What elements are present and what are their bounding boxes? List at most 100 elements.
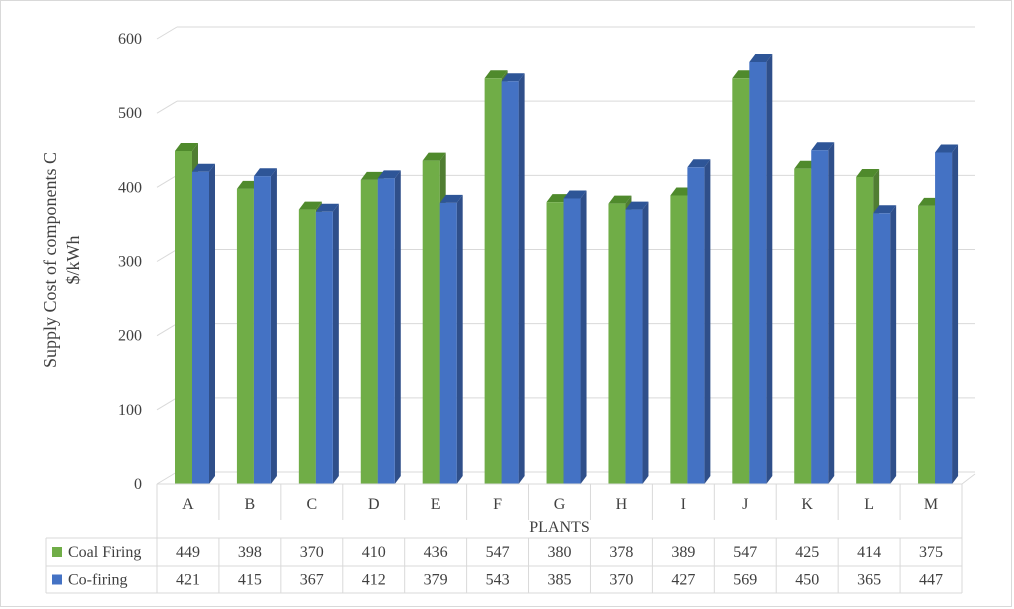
bar-coal-firing xyxy=(175,150,192,484)
table-value: 410 xyxy=(362,544,386,561)
table-value: 370 xyxy=(609,572,633,589)
gridline-depth xyxy=(156,26,178,40)
bar-top-co-firing xyxy=(377,170,401,179)
x-tick-label: F xyxy=(493,496,502,513)
bar-coal-firing xyxy=(794,168,812,484)
bar-side-co-firing xyxy=(580,190,587,485)
bar-side-co-firing xyxy=(766,53,773,484)
bar-coal-firing xyxy=(546,202,564,484)
bar-coal-firing xyxy=(608,203,626,484)
bar-top-coal-firing xyxy=(484,70,508,79)
gridline-depth xyxy=(156,397,178,411)
bar-top-coal-firing xyxy=(856,168,880,177)
table-value: 569 xyxy=(733,572,757,589)
x-tick-label: L xyxy=(864,496,874,513)
y-tick-label: 200 xyxy=(118,328,142,345)
x-tick-label: I xyxy=(681,496,686,513)
x-tick-label: G xyxy=(554,496,566,513)
table-value: 547 xyxy=(733,544,757,561)
bar-side-co-firing xyxy=(518,73,525,485)
bar-coal-firing xyxy=(856,176,874,484)
bar-coal-firing xyxy=(298,209,316,485)
floor-edge xyxy=(961,473,976,485)
bar-top-co-firing xyxy=(625,201,649,210)
bar-co-firing xyxy=(749,61,767,484)
bar-top-co-firing xyxy=(935,144,959,153)
table-value: 370 xyxy=(300,544,324,561)
bar-side-co-firing xyxy=(209,163,215,484)
bar-top-co-firing xyxy=(873,205,897,214)
legend-label: Coal Firing xyxy=(68,544,141,561)
table-value: 389 xyxy=(671,544,695,561)
table-value: 415 xyxy=(238,572,262,589)
x-tick-label: M xyxy=(924,496,938,513)
bar-side-co-firing xyxy=(890,205,897,484)
bar-top-co-firing xyxy=(501,73,525,82)
bar-coal-firing xyxy=(484,78,502,484)
x-tick-label: C xyxy=(306,496,317,513)
y-tick-label: 100 xyxy=(118,402,142,419)
bar-side-co-firing xyxy=(704,159,711,484)
table-value: 379 xyxy=(424,572,448,589)
table-value: 412 xyxy=(362,572,386,589)
bar-coal-firing xyxy=(670,195,688,484)
x-tick-label: B xyxy=(245,496,256,513)
x-axis-title: PLANTS xyxy=(529,519,589,536)
bar-top-co-firing xyxy=(687,159,711,168)
y-tick-label: 0 xyxy=(134,476,142,493)
table-value: 547 xyxy=(486,544,510,561)
bar-top-coal-firing xyxy=(298,201,322,210)
bar-top-co-firing xyxy=(749,53,773,62)
bar-side-co-firing xyxy=(828,142,835,484)
table-value: 450 xyxy=(795,572,819,589)
bar-co-firing xyxy=(192,171,209,484)
bar-co-firing xyxy=(625,209,643,485)
table-value: 375 xyxy=(919,544,943,561)
table-value: 421 xyxy=(176,572,200,589)
table-value: 380 xyxy=(548,544,572,561)
gridline-depth xyxy=(156,249,178,262)
x-tick-label: D xyxy=(368,496,380,513)
bar-top-co-firing xyxy=(811,142,835,151)
legend-key-co-firing xyxy=(52,574,62,585)
x-tick-label: E xyxy=(431,496,441,513)
bar-top-co-firing xyxy=(192,163,215,172)
table-value: 365 xyxy=(857,572,881,589)
y-axis-unit: $/kWh xyxy=(63,236,83,285)
bar-coal-firing xyxy=(360,179,378,484)
gridline-depth xyxy=(156,323,178,337)
x-tick-label: K xyxy=(801,496,813,513)
y-tick-label: 600 xyxy=(118,31,142,48)
y-tick-label: 400 xyxy=(118,179,142,196)
table-value: 425 xyxy=(795,544,819,561)
bar-coal-firing xyxy=(732,78,750,484)
table-value: 385 xyxy=(548,572,572,589)
table-value: 447 xyxy=(919,572,943,589)
bar-top-co-firing xyxy=(439,194,463,203)
bar-side-co-firing xyxy=(270,168,277,485)
bar-co-firing xyxy=(563,198,581,485)
bar-co-firing xyxy=(687,167,705,484)
bar-coal-firing xyxy=(918,205,936,484)
table-value: 378 xyxy=(609,544,633,561)
table-value: 398 xyxy=(238,544,262,561)
table-value: 449 xyxy=(176,544,200,561)
y-axis-title: Supply Cost of components C xyxy=(40,152,60,368)
x-tick-label: H xyxy=(616,496,628,513)
bar-top-coal-firing xyxy=(360,171,384,180)
x-tick-label: J xyxy=(742,496,748,513)
bar-co-firing xyxy=(315,211,333,484)
bar-co-firing xyxy=(811,150,829,484)
bar-co-firing xyxy=(253,176,271,485)
bar-side-co-firing xyxy=(332,203,339,484)
bar-top-coal-firing xyxy=(422,152,446,161)
bar-top-co-firing xyxy=(253,168,277,177)
bar-top-coal-firing xyxy=(608,195,632,204)
bar-side-co-firing xyxy=(642,201,649,485)
bar-top-coal-firing xyxy=(175,142,198,151)
bar-co-firing xyxy=(439,202,457,485)
table-value: 543 xyxy=(486,572,510,589)
bar-co-firing xyxy=(935,152,953,484)
